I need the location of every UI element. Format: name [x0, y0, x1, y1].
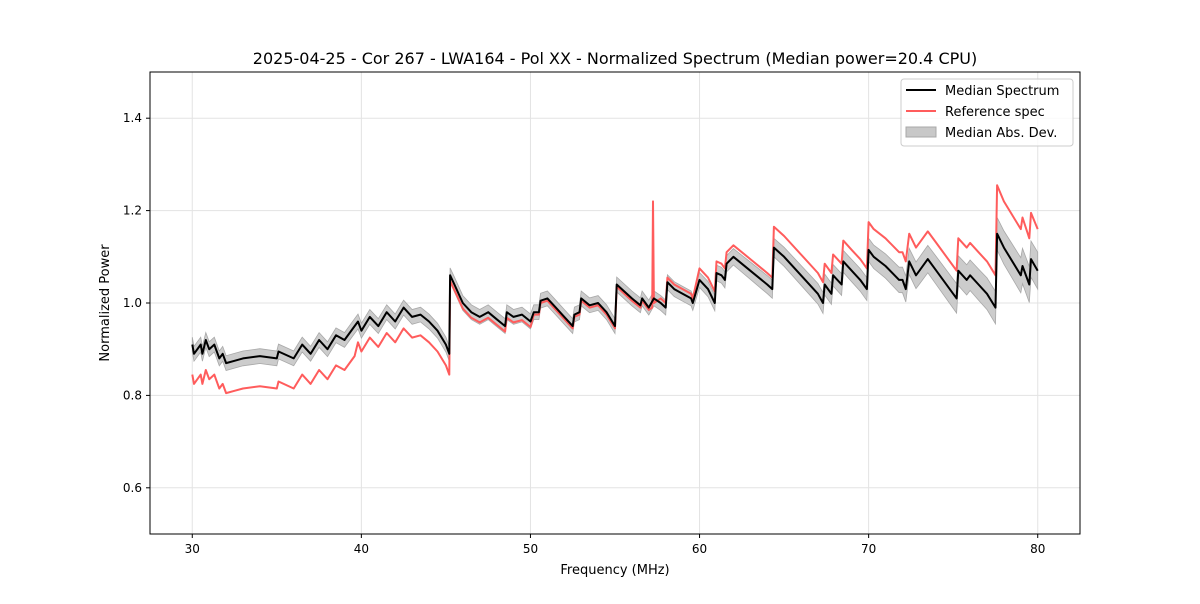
legend-box: [900, 78, 1074, 147]
legend-median-label: Median Spectrum: [945, 84, 1059, 99]
y-axis-label: Normalized Power: [98, 244, 113, 362]
x-axis: 30 40 50 60 70 80: [185, 534, 1045, 556]
legend-reference-label: Reference spec: [945, 105, 1045, 120]
legend: Median Spectrum Reference spec Median Ab…: [900, 78, 1074, 147]
legend-mad-label: Median Abs. Dev.: [945, 126, 1057, 141]
y-tick-label: 0.8: [123, 388, 142, 402]
x-tick-label: 50: [523, 542, 538, 556]
x-tick-label: 60: [692, 542, 707, 556]
x-tick-label: 30: [185, 542, 200, 556]
x-axis-label: Frequency (MHz): [560, 563, 669, 578]
y-axis: 0.6 0.8 1.0 1.2 1.4: [123, 111, 150, 495]
median-spectrum-line: [191, 232, 1039, 365]
chart-title: 2025-04-25 - Cor 267 - LWA164 - Pol XX -…: [253, 49, 977, 68]
y-tick-label: 1.0: [123, 296, 142, 310]
x-tick-label: 70: [861, 542, 876, 556]
reference-spectrum-line: [191, 184, 1039, 395]
legend-mad-swatch: [905, 126, 937, 138]
x-tick-label: 80: [1030, 542, 1045, 556]
x-tick-label: 40: [354, 542, 369, 556]
y-tick-label: 1.2: [123, 204, 142, 218]
y-tick-label: 0.6: [123, 481, 142, 495]
y-tick-label: 1.4: [123, 111, 142, 125]
